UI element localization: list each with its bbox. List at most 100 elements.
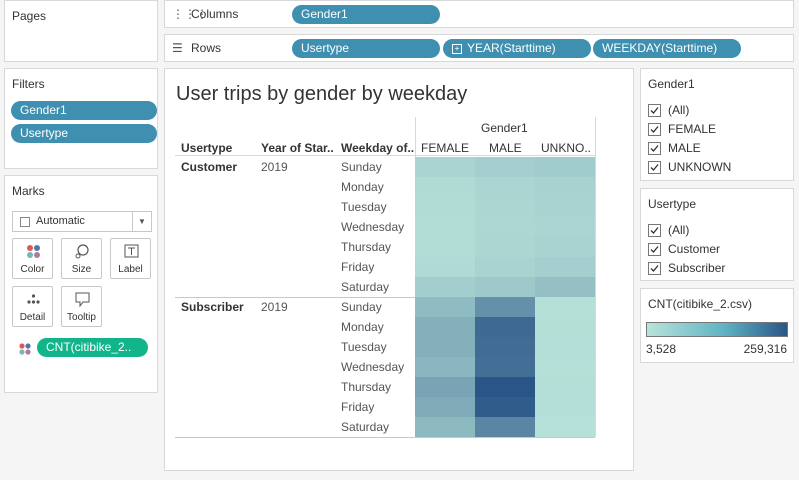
heatmap-cell[interactable] [475,417,535,437]
heatmap-cell[interactable] [535,177,595,197]
heatmap-cell[interactable] [535,337,595,357]
heatmap-cell[interactable] [535,157,595,177]
pages-card[interactable]: Pages [4,0,158,62]
heatmap-cell[interactable] [535,217,595,237]
column-header-female[interactable]: FEMALE [421,141,470,155]
heatmap-cell[interactable] [415,377,475,397]
heatmap-cell[interactable] [415,177,475,197]
heatmap-cell[interactable] [475,357,535,377]
heatmap-cell[interactable] [475,177,535,197]
heatmap-cell[interactable] [415,317,475,337]
usertype-label[interactable]: Subscriber [181,300,244,314]
weekday-label[interactable]: Sunday [341,160,382,174]
year-label[interactable]: 2019 [261,160,288,174]
chevron-down-icon[interactable]: ▼ [132,212,151,231]
row-header-year[interactable]: Year of Star.. [261,141,334,155]
column-header-male[interactable]: MALE [489,141,522,155]
heatmap-cell[interactable] [415,257,475,277]
checkbox-checked-icon[interactable] [648,262,661,275]
filter-pill-usertype[interactable]: Usertype [11,124,157,143]
heatmap-cell[interactable] [535,317,595,337]
gender-filter-option-label: (All) [668,103,690,117]
weekday-label[interactable]: Thursday [341,240,392,254]
label-button[interactable]: Label [110,238,151,279]
weekday-label[interactable]: Saturday [341,280,390,294]
tooltip-button[interactable]: Tooltip [61,286,102,327]
checkbox-checked-icon[interactable] [648,224,661,237]
heatmap-cell[interactable] [535,197,595,217]
size-button[interactable]: Size [61,238,102,279]
year-label[interactable]: 2019 [261,300,288,314]
heatmap-cell[interactable] [415,357,475,377]
weekday-label[interactable]: Tuesday [341,200,387,214]
heatmap-cell[interactable] [415,277,475,297]
weekday-label[interactable]: Tuesday [341,340,387,354]
legend-min-label: 3,528 [646,342,677,356]
weekday-label[interactable]: Wednesday [341,360,405,374]
heatmap-cell[interactable] [415,297,475,317]
heatmap-cell[interactable] [535,397,595,417]
heatmap-cell[interactable] [475,277,535,297]
filters-card: Filters Gender1 Usertype [4,68,158,169]
heatmap-cell[interactable] [535,277,595,297]
mark-type-dropdown[interactable]: Automatic ▼ [12,211,152,232]
heatmap-cell[interactable] [535,257,595,277]
heatmap-cell[interactable] [415,337,475,357]
weekday-label[interactable]: Sunday [341,300,382,314]
marks-field-pill-count[interactable]: CNT(citibike_2.. [37,338,148,357]
heatmap-cell[interactable] [535,377,595,397]
row-pill-usertype[interactable]: Usertype [292,39,440,58]
column-pill-gender[interactable]: Gender1 [292,5,440,24]
heatmap-cell[interactable] [475,237,535,257]
row-header-weekday[interactable]: Weekday of.. [341,141,415,155]
row-header-usertype[interactable]: Usertype [181,141,233,155]
heatmap-cell[interactable] [415,417,475,437]
color-button[interactable]: Color [12,238,53,279]
heatmap-cell[interactable] [475,377,535,397]
weekday-label[interactable]: Friday [341,260,375,274]
heatmap-cell[interactable] [415,397,475,417]
gender-filter-card: Gender1 (All) FEMALE MALE UNKNOWN [640,68,794,181]
checkbox-checked-icon[interactable] [648,123,661,136]
gender-filter-option-label: UNKNOWN [668,160,732,174]
heatmap-cell[interactable] [415,217,475,237]
columns-shelf[interactable]: ⋮⋮⋮ Columns Gender1 [164,0,794,28]
heatmap-cell[interactable] [535,297,595,317]
rows-shelf[interactable]: ☰ Rows Usertype + YEAR(Starttime) WEEKDAY… [164,34,794,62]
heatmap-cell[interactable] [475,257,535,277]
heatmap-cell[interactable] [535,357,595,377]
weekday-label[interactable]: Thursday [341,380,392,394]
heatmap-cell[interactable] [475,157,535,177]
heatmap-cell[interactable] [475,317,535,337]
weekday-label[interactable]: Monday [341,320,384,334]
weekday-label[interactable]: Friday [341,400,375,414]
header-group-gender[interactable]: Gender1 [481,121,528,135]
filter-pill-gender[interactable]: Gender1 [11,101,157,120]
heatmap-cell[interactable] [475,337,535,357]
heatmap-cell[interactable] [415,197,475,217]
heatmap-cell[interactable] [475,197,535,217]
heatmap-cell[interactable] [475,217,535,237]
column-header-unknown[interactable]: UNKNO.. [541,141,592,155]
checkbox-checked-icon[interactable] [648,161,661,174]
heatmap-cell[interactable] [415,157,475,177]
size-icon [75,244,89,259]
heatmap-cell[interactable] [475,397,535,417]
checkbox-checked-icon[interactable] [648,243,661,256]
heatmap-cell[interactable] [475,297,535,317]
row-pill-year[interactable]: + YEAR(Starttime) [443,39,591,58]
detail-button[interactable]: Detail [12,286,53,327]
checkbox-checked-icon[interactable] [648,142,661,155]
weekday-label[interactable]: Wednesday [341,220,405,234]
expand-icon[interactable]: + [452,44,462,54]
weekday-label[interactable]: Saturday [341,420,390,434]
gender-filter-option-label: FEMALE [668,122,717,136]
row-pill-weekday[interactable]: WEEKDAY(Starttime) [593,39,741,58]
weekday-label[interactable]: Monday [341,180,384,194]
checkbox-checked-icon[interactable] [648,104,661,117]
heatmap-cell[interactable] [535,237,595,257]
heatmap-cell[interactable] [415,237,475,257]
color-legend-card: CNT(citibike_2.csv) 3,528 259,316 [640,288,794,363]
usertype-label[interactable]: Customer [181,160,238,174]
heatmap-cell[interactable] [535,417,595,437]
